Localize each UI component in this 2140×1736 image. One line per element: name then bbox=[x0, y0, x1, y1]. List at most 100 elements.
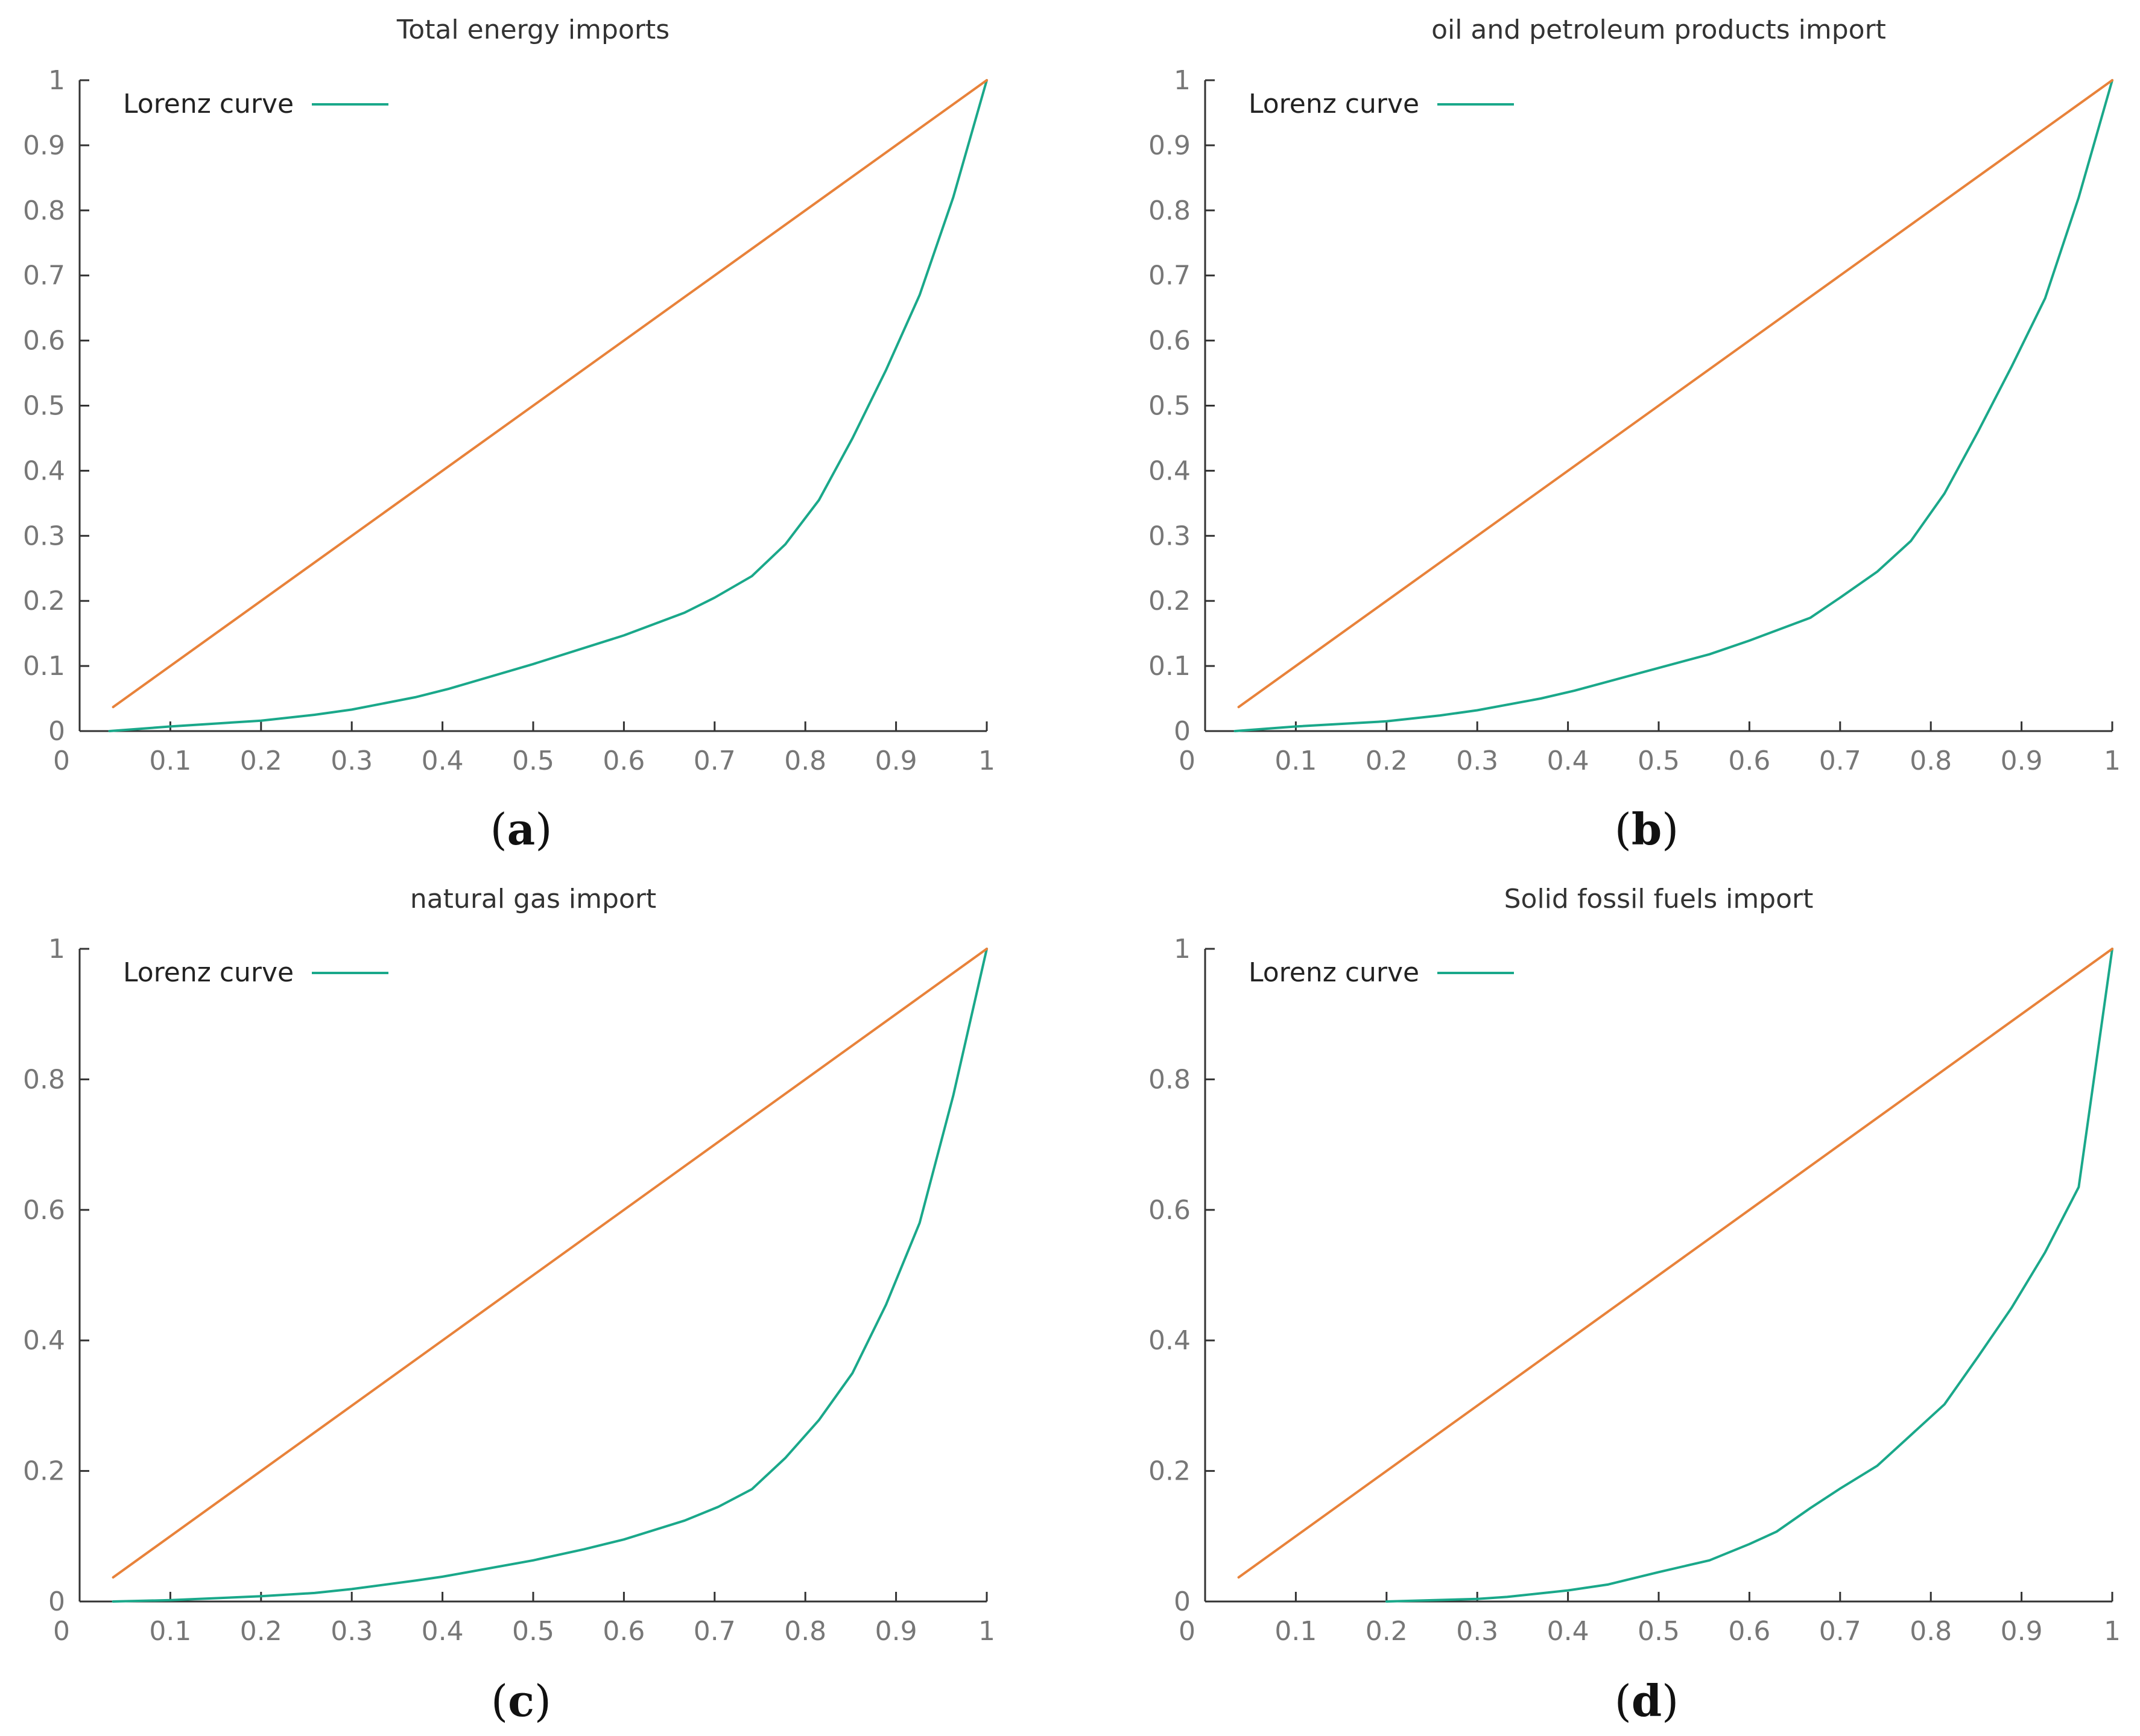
x-tick-label: 0.8 bbox=[784, 746, 826, 776]
y-tick-label: 0.9 bbox=[23, 130, 65, 161]
legend-label: Lorenz curve bbox=[1249, 957, 1419, 988]
lorenz-curve-line bbox=[1233, 79, 2113, 732]
x-tick-label: 0.5 bbox=[512, 746, 554, 776]
y-tick-label: 0.6 bbox=[23, 326, 65, 356]
y-tick-label: 0.1 bbox=[1148, 651, 1191, 682]
legend-label: Lorenz curve bbox=[1249, 89, 1419, 119]
y-tick-label: 0.7 bbox=[23, 261, 65, 291]
caption-open-paren: ( bbox=[1615, 1676, 1632, 1726]
y-tick-label: 1 bbox=[1174, 934, 1191, 965]
y-tick-label: 0.2 bbox=[23, 1456, 65, 1487]
x-tick-label: 0.2 bbox=[240, 1616, 282, 1647]
x-tick-label: 0.3 bbox=[1456, 1616, 1498, 1647]
x-tick-label: 0.8 bbox=[784, 1616, 826, 1647]
x-tick-label: 1 bbox=[2104, 1616, 2121, 1647]
legend-label: Lorenz curve bbox=[123, 89, 294, 119]
y-tick-label: 0.8 bbox=[23, 1064, 65, 1095]
y-tick-label: 0 bbox=[1174, 716, 1191, 747]
x-tick-label: 0.3 bbox=[331, 746, 373, 776]
y-tick-label: 0.6 bbox=[1148, 326, 1191, 356]
x-tick-label: 0.5 bbox=[1638, 746, 1680, 776]
x-tick-label: 0.1 bbox=[149, 1616, 191, 1647]
y-tick-label: 0.4 bbox=[1148, 455, 1191, 486]
x-tick-label: 0.4 bbox=[1547, 746, 1589, 776]
y-tick-label: 0.6 bbox=[23, 1195, 65, 1226]
x-tick-label: 0 bbox=[1179, 1616, 1195, 1647]
y-tick-label: 1 bbox=[1174, 65, 1191, 96]
y-tick-label: 0.9 bbox=[1148, 130, 1191, 161]
y-tick-label: 0.5 bbox=[23, 391, 65, 422]
y-tick-label: 0.8 bbox=[1148, 195, 1191, 226]
y-tick-label: 0 bbox=[48, 716, 65, 747]
y-tick-label: 1 bbox=[48, 934, 65, 965]
y-tick-label: 0.5 bbox=[1148, 391, 1191, 422]
x-tick-label: 0.4 bbox=[1547, 1616, 1589, 1647]
panel-caption: (b) bbox=[1615, 803, 1679, 855]
x-tick-label: 0.4 bbox=[422, 1616, 464, 1647]
x-tick-label: 0.9 bbox=[2001, 1616, 2043, 1647]
panel-caption: (a) bbox=[490, 803, 552, 855]
chart-panel-d: Solid fossil fuels import 0 0.2 0.4 0.6 0.8 1 0… bbox=[1148, 884, 2121, 1726]
x-tick-label: 0 bbox=[53, 1616, 70, 1647]
x-tick-label: 0.1 bbox=[1274, 1616, 1317, 1647]
chart-panel-b: oil and petroleum products import 0 0.1 0.2… bbox=[1148, 14, 2121, 855]
y-tick-label: 0.7 bbox=[1148, 261, 1191, 291]
caption-letter: c bbox=[508, 1675, 534, 1726]
y-tick-label: 0.8 bbox=[23, 195, 65, 226]
y-tick-label: 1 bbox=[48, 65, 65, 96]
chart-title: natural gas import bbox=[410, 884, 656, 914]
chart-panel-c: natural gas import 0 0.2 0.4 0.6 0.8 1 0 0.1 0.2 0… bbox=[23, 884, 995, 1726]
x-tick-label: 0.8 bbox=[1910, 1616, 1952, 1647]
x-tick-label: 0.9 bbox=[875, 1616, 917, 1647]
lorenz-curve-line bbox=[112, 948, 988, 1603]
y-tick-label: 0.1 bbox=[23, 651, 65, 682]
x-tick-label: 0.5 bbox=[1638, 1616, 1680, 1647]
x-tick-label: 1 bbox=[978, 1616, 995, 1647]
x-tick-label: 0.7 bbox=[1819, 746, 1861, 776]
x-tick-label: 0.6 bbox=[1728, 746, 1770, 776]
lorenz-curve-line bbox=[1385, 948, 2113, 1603]
x-tick-label: 0.9 bbox=[2001, 746, 2043, 776]
y-tick-label: 0.8 bbox=[1148, 1064, 1191, 1095]
y-tick-label: 0.3 bbox=[23, 521, 65, 551]
x-tick-label: 0.2 bbox=[240, 746, 282, 776]
x-tick-label: 0.9 bbox=[875, 746, 917, 776]
caption-letter: d bbox=[1632, 1675, 1662, 1726]
y-tick-label: 0 bbox=[48, 1586, 65, 1617]
y-tick-label: 0.6 bbox=[1148, 1195, 1191, 1226]
x-tick-label: 0.1 bbox=[149, 746, 191, 776]
x-tick-label: 0.2 bbox=[1366, 1616, 1408, 1647]
caption-letter: b bbox=[1632, 803, 1662, 855]
x-tick-label: 0 bbox=[1179, 746, 1195, 776]
chart-title: Solid fossil fuels import bbox=[1504, 884, 1814, 914]
x-tick-label: 0.7 bbox=[694, 746, 736, 776]
y-tick-label: 0 bbox=[1174, 1586, 1191, 1617]
equality-line bbox=[1237, 948, 2113, 1579]
x-tick-label: 1 bbox=[978, 746, 995, 776]
x-tick-label: 0.6 bbox=[603, 746, 645, 776]
y-tick-label: 0.3 bbox=[1148, 521, 1191, 551]
x-tick-label: 0.3 bbox=[1456, 746, 1498, 776]
x-tick-label: 0.6 bbox=[603, 1616, 645, 1647]
equality-line bbox=[1237, 79, 2113, 709]
chart-panel-a: Total energy imports 0 0.1 0.2 0.3 0.4 0.5 0.6 0… bbox=[23, 14, 995, 855]
y-tick-label: 0.4 bbox=[23, 455, 65, 486]
x-tick-label: 0.8 bbox=[1910, 746, 1952, 776]
y-tick-label: 0.2 bbox=[1148, 1456, 1191, 1487]
x-tick-label: 0.2 bbox=[1366, 746, 1408, 776]
caption-close-paren: ) bbox=[1662, 1676, 1679, 1726]
x-tick-label: 1 bbox=[2104, 746, 2121, 776]
caption-letter: a bbox=[507, 803, 536, 855]
equality-line bbox=[112, 79, 988, 709]
equality-line bbox=[112, 948, 988, 1579]
caption-open-paren: ( bbox=[490, 804, 507, 855]
caption-close-paren: ) bbox=[535, 804, 552, 855]
x-tick-label: 0.6 bbox=[1728, 1616, 1770, 1647]
y-tick-label: 0.2 bbox=[23, 586, 65, 616]
chart-title: oil and petroleum products import bbox=[1431, 14, 1886, 45]
x-tick-label: 0.5 bbox=[512, 1616, 554, 1647]
lorenz-curve-line bbox=[108, 79, 988, 732]
panel-caption: (d) bbox=[1615, 1675, 1679, 1726]
legend-label: Lorenz curve bbox=[123, 957, 294, 988]
